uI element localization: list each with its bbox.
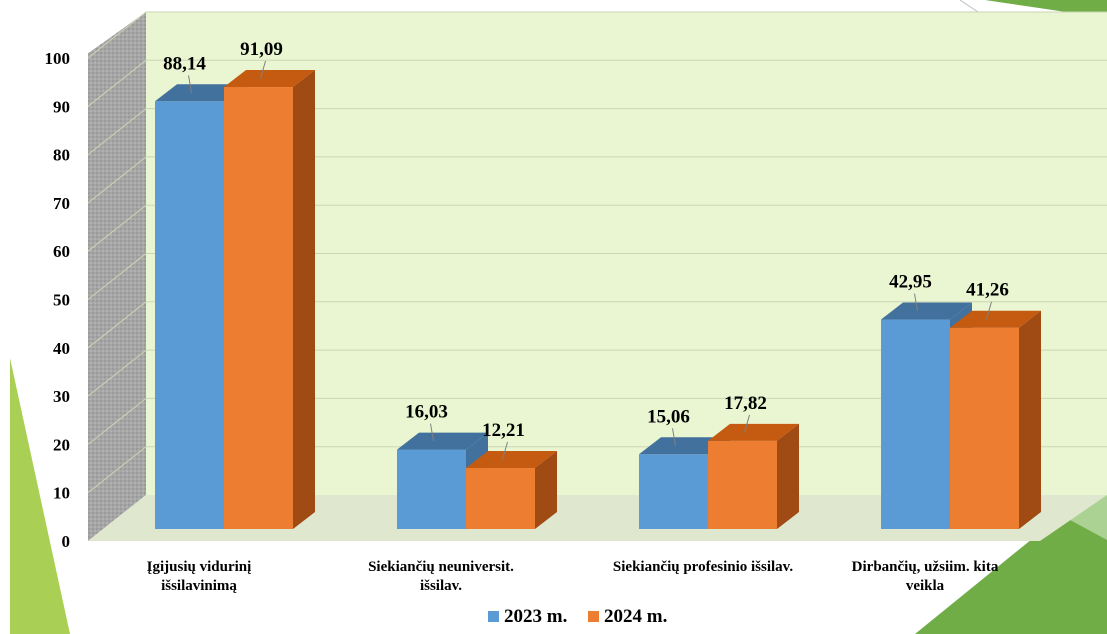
category-label: Įgijusių vidurinį xyxy=(147,559,252,575)
y-tick-label: 70 xyxy=(53,194,70,213)
y-tick-label: 100 xyxy=(45,49,71,68)
data-label-leader xyxy=(672,428,676,446)
gridlines xyxy=(87,11,1107,494)
gridline xyxy=(87,59,1107,107)
legend-swatch xyxy=(488,611,499,622)
gridline xyxy=(87,108,1107,155)
gridline xyxy=(87,349,1107,397)
bar-top xyxy=(881,302,972,320)
gridline xyxy=(87,397,1107,445)
y-tick-label: 80 xyxy=(53,146,70,165)
bar-front xyxy=(224,87,293,529)
gridline xyxy=(87,11,1107,59)
gridline xyxy=(87,156,1107,204)
data-label-leader xyxy=(744,414,750,433)
y-tick-label: 50 xyxy=(53,291,70,310)
category-label: Siekiančių profesinio išsilav. xyxy=(613,559,793,575)
data-label: 15,06 xyxy=(647,406,690,427)
bar-side xyxy=(293,70,315,529)
y-tick-label: 60 xyxy=(53,242,70,261)
data-label-leader xyxy=(260,60,266,79)
y-tick-label: 30 xyxy=(53,387,70,406)
bar-top xyxy=(224,70,315,88)
bar-front xyxy=(397,449,466,529)
category-labels: Įgijusių vidurinį išsilavinimą Siekiančių … xyxy=(147,559,999,594)
bar-top xyxy=(466,451,557,469)
data-label: 91,09 xyxy=(240,39,283,60)
data-label-leader xyxy=(914,293,918,312)
data-label-leader xyxy=(430,423,434,442)
bar-front xyxy=(950,327,1019,529)
data-label: 17,82 xyxy=(724,393,767,414)
data-label: 16,03 xyxy=(405,402,448,423)
bar-top xyxy=(950,310,1041,328)
bar-side xyxy=(777,423,799,529)
bars xyxy=(155,70,1041,529)
gridline xyxy=(87,204,1107,252)
category-label: Siekiančių neuniversit. xyxy=(368,559,514,575)
bar-front xyxy=(155,101,224,529)
legend-swatch xyxy=(588,611,599,622)
y-tick-label: 90 xyxy=(53,97,70,116)
legend: 2023 m. 2024 m. xyxy=(488,606,667,627)
gridline xyxy=(87,301,1107,349)
data-label: 41,26 xyxy=(966,280,1009,301)
bar-front xyxy=(881,319,950,529)
bar-front xyxy=(639,454,708,529)
data-label-leader xyxy=(986,301,992,320)
legend-label: 2024 m. xyxy=(604,606,667,627)
bar-top xyxy=(155,84,246,102)
decor-green-left xyxy=(10,358,70,634)
y-tick-label: 0 xyxy=(62,532,71,551)
y-tick-label: 20 xyxy=(53,435,70,454)
category-label: Dirbančių, užsiim. kita xyxy=(852,559,999,575)
bar-front xyxy=(466,468,535,529)
data-label: 12,21 xyxy=(482,420,525,441)
data-labels: 88,14 91,09 16,03 12,21 15,06 17,82 42,95 41,26 xyxy=(163,39,1009,460)
y-tick-label: 10 xyxy=(53,484,70,503)
chart-floor xyxy=(88,495,1107,541)
bar-side xyxy=(535,451,557,529)
data-label-leader xyxy=(502,441,508,460)
data-label: 88,14 xyxy=(163,53,206,74)
gridline xyxy=(87,253,1107,300)
bar-top xyxy=(397,432,488,450)
category-label: išsilavinimą xyxy=(161,578,237,594)
data-label-leader xyxy=(188,75,192,93)
bar-top xyxy=(708,423,799,441)
bar-top xyxy=(639,437,730,455)
bar-front xyxy=(708,440,777,529)
legend-label: 2023 m. xyxy=(504,606,567,627)
category-label: veikla xyxy=(906,578,945,594)
bar-side xyxy=(1019,310,1041,529)
data-label: 42,95 xyxy=(889,272,932,293)
y-axis-ticks: 0 10 20 30 40 50 60 70 80 90 100 xyxy=(45,49,71,551)
category-label: išsilav. xyxy=(420,578,462,594)
y-tick-label: 40 xyxy=(53,339,70,358)
